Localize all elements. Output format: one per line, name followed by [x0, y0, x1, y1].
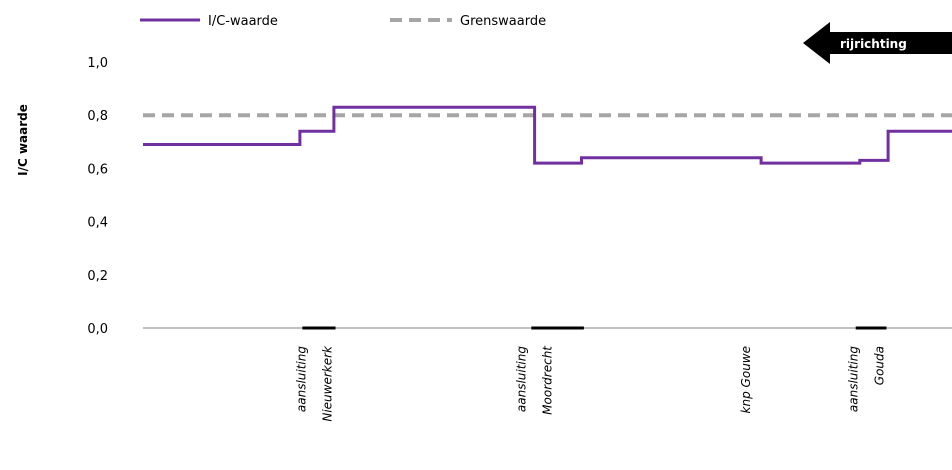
y-tick-labels: 0,0 0,2 0,4 0,6 0,8 1,0	[87, 56, 108, 337]
legend: I/C-waarde Grenswaarde	[140, 14, 546, 29]
y-tick-label: 0,0	[87, 322, 108, 337]
x-category-label: knp Gouwe	[739, 346, 753, 413]
series-lines	[143, 105, 952, 165]
arrow-left-icon	[803, 22, 952, 64]
y-tick-label: 0,6	[87, 162, 108, 177]
legend-label-ic-waarde: I/C-waarde	[208, 14, 278, 29]
direction-label: rijrichting	[840, 37, 907, 51]
x-category-label: aansluiting Gouda	[846, 346, 886, 412]
y-axis-label: I/C waarde	[16, 104, 30, 176]
y-tick-label: 0,4	[87, 216, 108, 231]
direction-arrow: rijrichting	[803, 22, 952, 64]
y-tick-label: 1,0	[87, 56, 108, 71]
legend-label-grenswaarde: Grenswaarde	[460, 14, 546, 29]
x-category-label: aansluiting Moordrecht	[515, 345, 555, 415]
series-line-i-c-waarde	[143, 105, 952, 165]
y-tick-label: 0,8	[87, 109, 108, 124]
x-category-label: aansluiting Nieuwerkerk	[295, 345, 335, 422]
y-tick-label: 0,2	[87, 269, 108, 284]
x-category-labels: aansluiting Nieuwerkerk aansluiting Moordre…	[295, 345, 887, 422]
